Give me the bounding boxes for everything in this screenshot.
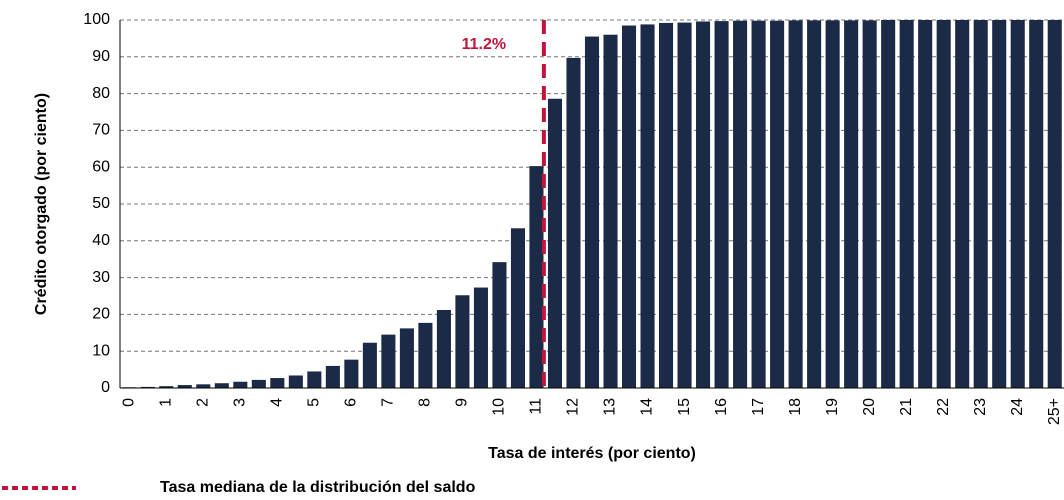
y-tick-label: 0	[101, 379, 110, 396]
x-tick-label: 19	[824, 398, 841, 416]
bar	[751, 20, 766, 389]
bar	[1010, 20, 1025, 388]
x-tick-label: 1	[157, 398, 174, 407]
bar	[955, 20, 970, 388]
bar	[381, 334, 396, 388]
bar	[344, 359, 359, 388]
bar	[492, 262, 507, 388]
bar	[621, 25, 637, 389]
median-label: 11.2%	[462, 36, 506, 53]
bar	[603, 34, 618, 388]
bar	[418, 322, 433, 388]
y-tick-label: 20	[92, 306, 110, 323]
bar	[177, 385, 192, 388]
x-tick-label: 24	[1009, 398, 1026, 416]
bar	[510, 228, 525, 388]
x-tick-label: 10	[491, 398, 508, 416]
bar	[640, 24, 655, 388]
bar	[862, 20, 877, 388]
bar	[325, 365, 340, 388]
x-tick-label: 0	[120, 398, 137, 407]
bar	[529, 166, 544, 388]
bar	[825, 20, 840, 388]
bar	[992, 20, 1007, 388]
bar	[473, 287, 488, 388]
bar	[696, 21, 711, 389]
bar	[677, 22, 692, 389]
x-tick-label: 25+	[1046, 398, 1063, 425]
bar	[455, 295, 470, 388]
bar	[788, 20, 803, 388]
x-tick-label: 13	[602, 398, 619, 416]
bar	[196, 384, 211, 388]
y-tick-label: 30	[92, 269, 110, 286]
x-tick-label: 16	[713, 398, 730, 416]
x-tick-label: 15	[676, 398, 693, 416]
bar	[251, 379, 266, 388]
bar	[1047, 20, 1062, 388]
bar	[362, 342, 377, 388]
x-tick-label: 11	[528, 398, 545, 415]
x-tick-label: 5	[306, 398, 323, 407]
bar	[140, 386, 155, 388]
y-tick-label: 80	[92, 85, 110, 102]
x-tick-label: 8	[417, 398, 434, 407]
x-tick-label: 22	[935, 398, 952, 416]
bar	[844, 20, 859, 388]
bar	[807, 20, 822, 388]
bar	[899, 20, 914, 388]
bar	[566, 57, 581, 389]
y-tick-label: 60	[92, 158, 110, 175]
y-tick-label: 100	[83, 11, 110, 28]
x-axis-label: Tasa de interés (por ciento)	[488, 445, 696, 462]
bar	[918, 20, 933, 388]
bar	[233, 381, 248, 388]
x-tick-label: 4	[269, 398, 286, 407]
bar	[436, 309, 451, 388]
x-tick-label: 14	[639, 398, 656, 416]
bar	[881, 20, 896, 388]
bar	[547, 98, 563, 388]
x-tick-label: 9	[454, 398, 471, 407]
bar	[659, 22, 674, 388]
x-tick-label: 2	[195, 398, 212, 407]
bar	[733, 20, 748, 389]
bar	[214, 383, 229, 388]
y-tick-label: 50	[92, 195, 110, 212]
bar	[973, 20, 988, 388]
bar	[1029, 20, 1044, 388]
bar	[936, 20, 951, 388]
x-tick-label: 17	[750, 398, 767, 416]
y-tick-label: 10	[92, 342, 110, 359]
x-tick-label: 7	[380, 398, 397, 407]
x-tick-label: 20	[861, 398, 878, 416]
x-tick-label: 6	[343, 398, 360, 407]
bar	[770, 20, 785, 389]
bar	[584, 36, 600, 389]
x-tick-label: 3	[232, 398, 249, 407]
x-tick-label: 18	[787, 398, 804, 416]
y-tick-label: 90	[92, 48, 110, 65]
bar	[307, 371, 322, 388]
x-tick-label: 12	[565, 398, 582, 416]
legend-label: Tasa mediana de la distribución del sald…	[160, 479, 476, 496]
bar	[714, 21, 729, 388]
x-tick-label: 23	[972, 398, 989, 416]
y-tick-label: 40	[92, 232, 110, 249]
bar	[159, 386, 174, 388]
x-tick-label: 21	[898, 398, 915, 416]
y-tick-label: 70	[92, 122, 110, 139]
bar	[270, 378, 285, 388]
y-axis-label: Crédito otorgado (por ciento)	[33, 93, 50, 315]
bar	[288, 375, 303, 388]
bar	[399, 328, 414, 388]
